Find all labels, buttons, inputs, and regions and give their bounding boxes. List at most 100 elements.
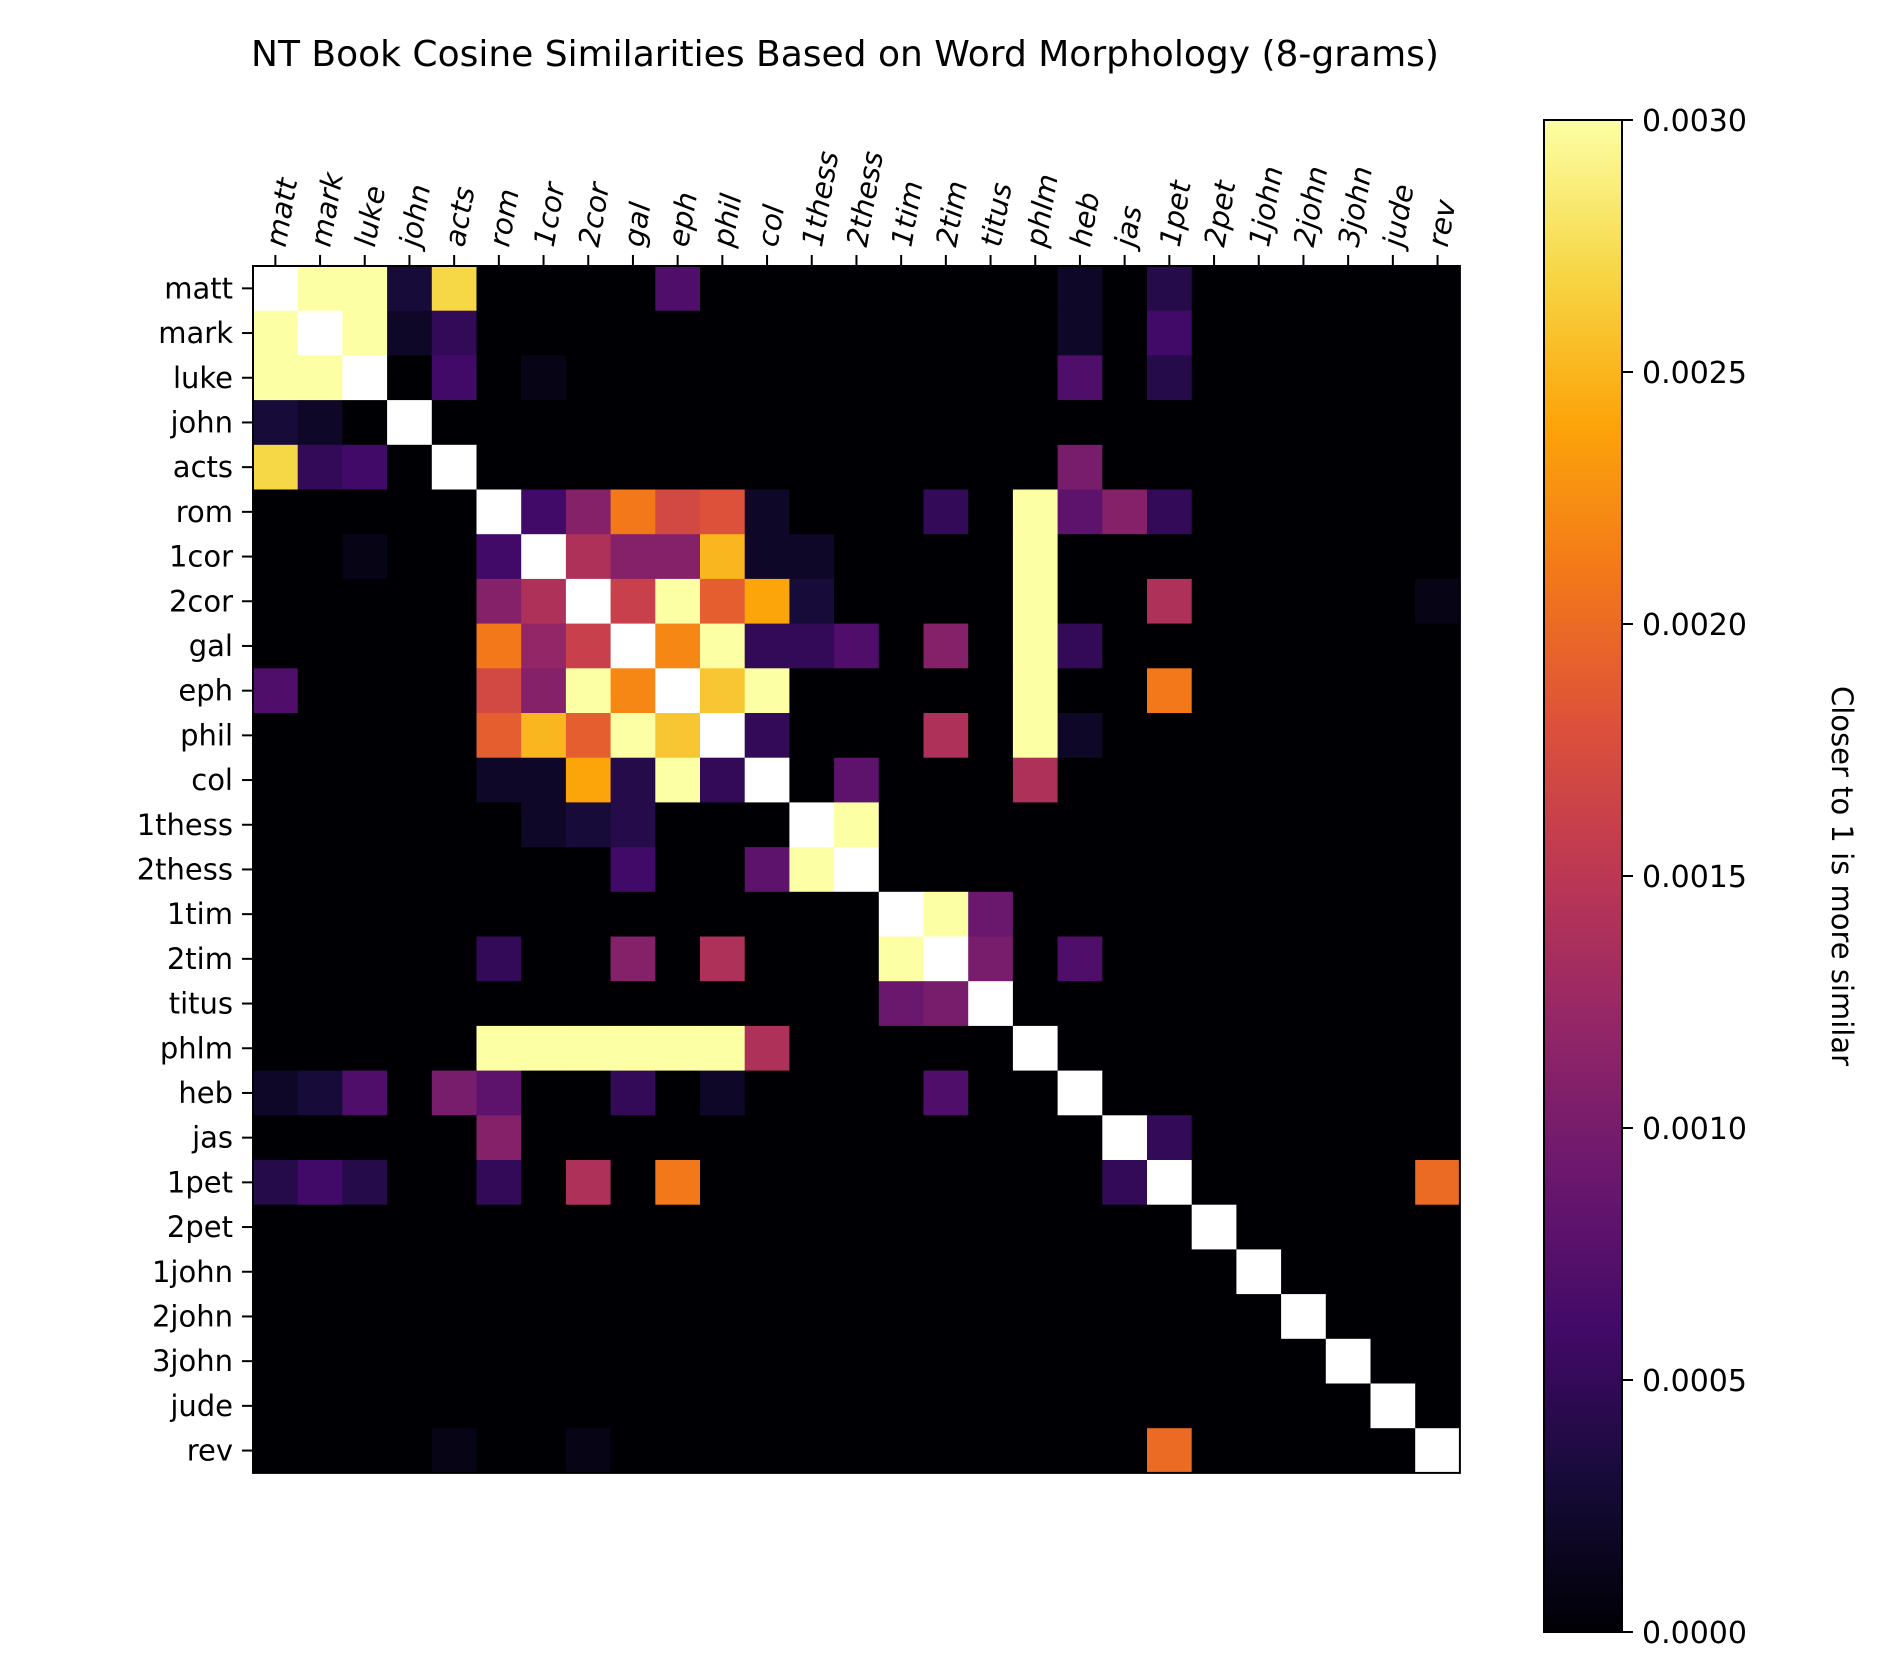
heatmap-cell-mark-gal bbox=[610, 310, 656, 356]
heatmap-cell-jas-jude bbox=[1370, 1115, 1416, 1161]
heatmap-cell-eph-mark bbox=[297, 668, 343, 714]
heatmap-cell-heb-acts bbox=[431, 1070, 478, 1116]
heatmap-cell-titus-2cor bbox=[565, 981, 612, 1027]
heatmap-cell-2john-titus bbox=[968, 1294, 1014, 1340]
heatmap-cell-acts-titus bbox=[968, 444, 1014, 491]
heatmap-cell-jude-matt bbox=[253, 1383, 299, 1429]
x-tick-label-2cor: 2cor bbox=[572, 178, 617, 249]
heatmap-cell-john-1pet bbox=[1147, 400, 1193, 446]
heatmap-cell-phlm-jas bbox=[1102, 1025, 1148, 1072]
heatmap-cell-1thess-1thess bbox=[789, 802, 835, 848]
heatmap-cell-gal-col bbox=[744, 623, 790, 669]
heatmap-cell-col-2cor bbox=[565, 757, 612, 803]
heatmap-cell-eph-jas bbox=[1102, 668, 1148, 714]
heatmap-cell-2cor-col bbox=[744, 578, 790, 625]
heatmap-cell-titus-1pet bbox=[1147, 981, 1193, 1027]
heatmap-cell-mark-jas bbox=[1102, 310, 1148, 356]
heatmap-cell-titus-2pet bbox=[1191, 981, 1237, 1027]
colorbar-tick-label-1: 0.0005 bbox=[1642, 1364, 1747, 1399]
heatmap-cell-mark-col bbox=[744, 310, 790, 356]
heatmap-cell-2thess-phlm bbox=[1012, 847, 1059, 893]
heatmap-cell-rom-rom bbox=[476, 489, 522, 535]
heatmap-cell-acts-phlm bbox=[1012, 444, 1059, 491]
heatmap-cell-rom-jas bbox=[1102, 489, 1148, 535]
heatmap-cell-acts-jude bbox=[1370, 444, 1416, 491]
heatmap-cell-phlm-1john bbox=[1236, 1025, 1282, 1072]
heatmap-cell-luke-1pet bbox=[1147, 355, 1193, 401]
heatmap-cell-2john-jude bbox=[1370, 1294, 1416, 1340]
heatmap-cell-acts-1thess bbox=[789, 444, 835, 491]
heatmap-cell-luke-phil bbox=[700, 355, 746, 401]
heatmap-cell-rom-col bbox=[744, 489, 790, 535]
heatmap-cell-2pet-2thess bbox=[834, 1204, 880, 1250]
heatmap-cell-1pet-col bbox=[744, 1160, 790, 1206]
heatmap-cell-1pet-2thess bbox=[834, 1160, 880, 1206]
heatmap-cell-gal-2john bbox=[1281, 623, 1327, 669]
heatmap-cell-gal-matt bbox=[253, 623, 299, 669]
heatmap-cell-1cor-3john bbox=[1325, 534, 1372, 580]
x-tick-label-titus: titus bbox=[974, 180, 1019, 249]
heatmap-cell-mark-phlm bbox=[1012, 310, 1059, 356]
heatmap-cell-gal-titus bbox=[968, 623, 1014, 669]
heatmap-cell-1thess-jude bbox=[1370, 802, 1416, 848]
heatmap-cell-1tim-jas bbox=[1102, 891, 1148, 938]
heatmap-cell-luke-phlm bbox=[1012, 355, 1059, 401]
heatmap-cell-col-1tim bbox=[878, 757, 925, 803]
heatmap-cell-luke-col bbox=[744, 355, 790, 401]
heatmap-cell-2cor-matt bbox=[253, 578, 299, 625]
heatmap-cell-3john-2thess bbox=[834, 1338, 880, 1385]
heatmap-cell-acts-2thess bbox=[834, 444, 880, 491]
heatmap-cell-1tim-john bbox=[387, 891, 433, 938]
heatmap-cell-heb-matt bbox=[253, 1070, 299, 1116]
heatmap-cell-jas-1pet bbox=[1147, 1115, 1193, 1161]
heatmap-cell-2pet-1pet bbox=[1147, 1204, 1193, 1250]
heatmap-cell-1tim-phil bbox=[700, 891, 746, 938]
heatmap-cell-rom-matt bbox=[253, 489, 299, 535]
heatmap-cell-gal-rom bbox=[476, 623, 522, 669]
heatmap-cell-3john-jude bbox=[1370, 1338, 1416, 1385]
heatmap-cell-2tim-luke bbox=[342, 936, 388, 982]
heatmap-cell-jude-eph bbox=[655, 1383, 701, 1429]
heatmap-cell-mark-rev bbox=[1415, 310, 1461, 356]
heatmap-cell-titus-mark bbox=[297, 981, 343, 1027]
heatmap-cell-rev-eph bbox=[655, 1428, 701, 1474]
heatmap-cell-luke-2pet bbox=[1191, 355, 1237, 401]
heatmap-cell-mark-matt bbox=[253, 310, 299, 356]
heatmap-cell-3john-col bbox=[744, 1338, 790, 1385]
heatmap-cell-3john-rom bbox=[476, 1338, 522, 1385]
heatmap-cell-col-eph bbox=[655, 757, 701, 803]
heatmap-cell-phlm-2john bbox=[1281, 1025, 1327, 1072]
heatmap-cell-rom-1john bbox=[1236, 489, 1282, 535]
heatmap-cell-gal-heb bbox=[1057, 623, 1103, 669]
y-tick-label-phlm: phlm bbox=[160, 1031, 233, 1065]
heatmap-cell-2pet-gal bbox=[610, 1204, 656, 1250]
heatmap-cell-2cor-2pet bbox=[1191, 578, 1237, 625]
heatmap-cell-mark-1thess bbox=[789, 310, 835, 356]
heatmap-cell-rev-jude bbox=[1370, 1428, 1416, 1474]
heatmap-cell-titus-rom bbox=[476, 981, 522, 1027]
heatmap-cell-2cor-acts bbox=[431, 578, 478, 625]
heatmap-cell-2john-1pet bbox=[1147, 1294, 1193, 1340]
heatmap-cell-3john-rev bbox=[1415, 1338, 1461, 1385]
heatmap-cell-luke-1tim bbox=[878, 355, 925, 401]
heatmap-cell-phil-2john bbox=[1281, 713, 1327, 759]
heatmap-cell-1cor-titus bbox=[968, 534, 1014, 580]
heatmap-cell-jas-2pet bbox=[1191, 1115, 1237, 1161]
heatmap-cell-rom-2tim bbox=[923, 489, 969, 535]
heatmap-cell-luke-rom bbox=[476, 355, 522, 401]
heatmap-cell-phil-1pet bbox=[1147, 713, 1193, 759]
heatmap-cell-1tim-eph bbox=[655, 891, 701, 938]
heatmap-cell-1john-phil bbox=[700, 1249, 746, 1295]
heatmap-cell-eph-heb bbox=[1057, 668, 1103, 714]
heatmap-cell-matt-1cor bbox=[521, 266, 567, 312]
heatmap-cell-jas-1john bbox=[1236, 1115, 1282, 1161]
heatmap-cell-heb-rev bbox=[1415, 1070, 1461, 1116]
heatmap-cell-gal-jude bbox=[1370, 623, 1416, 669]
heatmap-cell-2pet-3john bbox=[1325, 1204, 1372, 1250]
heatmap-cell-3john-luke bbox=[342, 1338, 388, 1385]
heatmap-cell-matt-mark bbox=[297, 266, 343, 312]
heatmap-cell-phil-phil bbox=[700, 713, 746, 759]
heatmap-cell-mark-1tim bbox=[878, 310, 925, 356]
heatmap-cell-mark-2pet bbox=[1191, 310, 1237, 356]
heatmap-cell-2pet-2tim bbox=[923, 1204, 969, 1250]
